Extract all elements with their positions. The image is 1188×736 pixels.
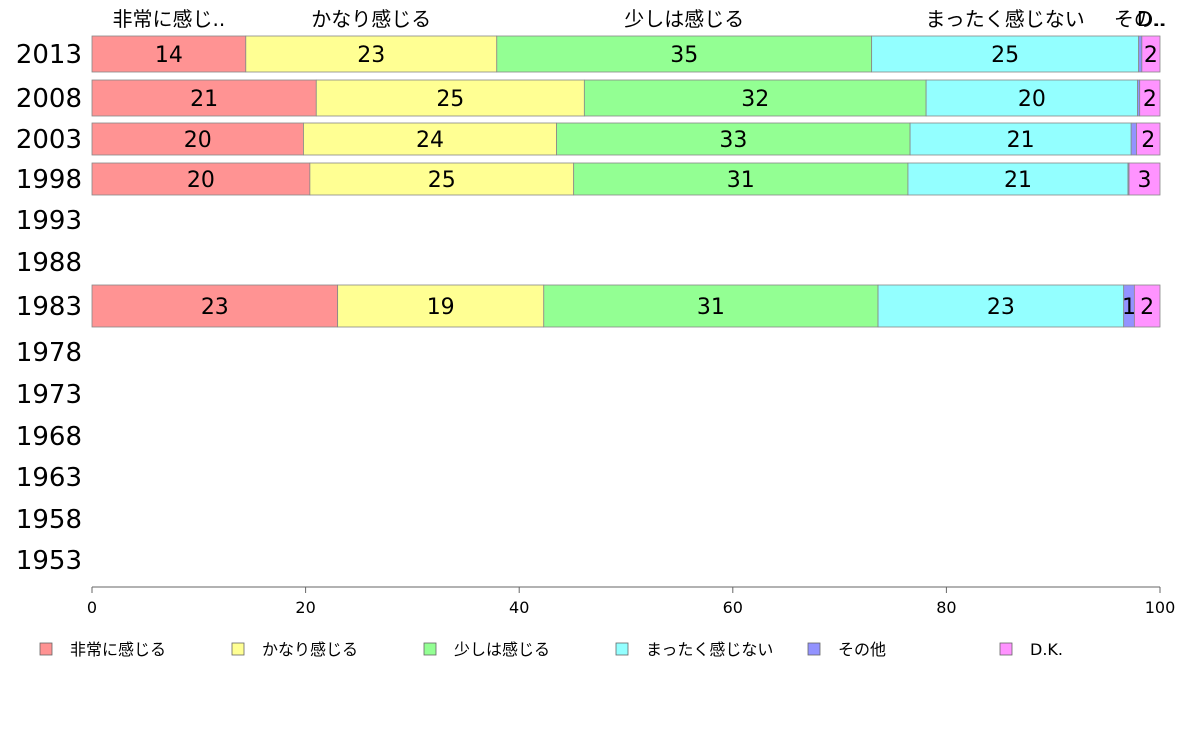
legend-label: 非常に感じる	[70, 640, 166, 659]
bar-value-label: 2	[1143, 87, 1157, 112]
bar-segment	[1136, 122, 1161, 156]
bar-value-label: 21	[190, 87, 218, 112]
legend-label: かなり感じる	[262, 640, 358, 659]
bar-segment	[556, 122, 911, 156]
legend-swatch	[615, 642, 629, 656]
year-label: 2003	[16, 125, 82, 155]
bar-value-label: 25	[436, 87, 464, 112]
legend-label: まったく感じない	[646, 640, 773, 659]
bar-segment	[1141, 35, 1161, 73]
bar-value-label: 14	[155, 43, 183, 68]
bar-segment	[907, 162, 1129, 196]
year-label: 1958	[16, 505, 82, 535]
column-header-label: D..	[1137, 7, 1165, 31]
year-label: 1963	[16, 463, 82, 493]
bar-value-label: 25	[428, 168, 456, 193]
bar-value-label: 25	[991, 43, 1019, 68]
legend-swatch	[999, 642, 1013, 656]
bar-segment	[245, 35, 498, 73]
bar-value-label: 2	[1141, 128, 1155, 153]
bar-segment	[1139, 79, 1161, 117]
bar-value-label: 3	[1138, 168, 1152, 193]
bar-value-label: 2	[1144, 43, 1158, 68]
bar-segment	[573, 162, 909, 196]
column-header-label: 非常に感じ..	[113, 7, 226, 31]
bar-value-label: 23	[201, 295, 229, 320]
bar-segment	[309, 162, 575, 196]
year-label: 2013	[16, 40, 82, 70]
column-header-label: まったく感じない	[926, 7, 1085, 31]
bar-value-label: 23	[357, 43, 385, 68]
bar-segment	[91, 162, 311, 196]
bar-segment	[91, 284, 339, 328]
bar-segment	[1128, 162, 1161, 196]
bar-segment	[583, 79, 927, 117]
year-label: 1978	[16, 338, 82, 368]
bar-segment	[91, 35, 247, 73]
legend-swatch	[807, 642, 821, 656]
x-axis-tick-label: 80	[936, 598, 956, 617]
bar-value-label: 1	[1122, 295, 1136, 320]
bar-value-label: 19	[427, 295, 455, 320]
legend-swatch	[39, 642, 53, 656]
bar-value-label: 24	[416, 128, 444, 153]
year-label: 1988	[16, 248, 82, 278]
year-label: 1953	[16, 546, 82, 576]
legend-label: D.K.	[1030, 640, 1063, 659]
bar-segment	[1138, 35, 1143, 73]
x-axis-tick-label: 0	[87, 598, 97, 617]
bar-value-label: 31	[727, 168, 755, 193]
bar-segment	[1130, 122, 1137, 156]
bar-segment	[871, 35, 1140, 73]
bar-segment	[91, 79, 317, 117]
x-axis-tick-label: 20	[295, 598, 315, 617]
bar-segment	[496, 35, 873, 73]
legend-swatch	[231, 642, 245, 656]
year-label: 2008	[16, 84, 82, 114]
bar-segment	[315, 79, 585, 117]
bar-value-label: 21	[1004, 168, 1032, 193]
year-label: 1973	[16, 380, 82, 410]
year-label: 1993	[16, 206, 82, 236]
legend-label: その他	[838, 640, 886, 659]
bar-value-label: 33	[719, 128, 747, 153]
bar-value-label: 35	[670, 43, 698, 68]
bar-value-label: 20	[184, 128, 212, 153]
legend-swatch	[423, 642, 437, 656]
year-label: 1998	[16, 165, 82, 195]
bar-value-label: 31	[697, 295, 725, 320]
legend-label: 少しは感じる	[454, 640, 550, 659]
column-header-label: その..	[1114, 7, 1167, 31]
x-axis-tick-label: 100	[1145, 598, 1176, 617]
bar-value-label: 21	[1007, 128, 1035, 153]
bar-value-label: 23	[987, 295, 1015, 320]
bar-value-label: 20	[187, 168, 215, 193]
year-label: 1983	[16, 292, 82, 322]
bar-segment	[1133, 284, 1161, 328]
bar-segment	[91, 122, 304, 156]
bar-value-label: 20	[1018, 87, 1046, 112]
bar-segment	[337, 284, 545, 328]
year-label: 1968	[16, 422, 82, 452]
bar-segment	[877, 284, 1125, 328]
bar-value-label: 2	[1140, 295, 1154, 320]
x-axis-tick-label: 60	[723, 598, 743, 617]
x-axis-tick-label: 40	[509, 598, 529, 617]
bar-segment	[303, 122, 557, 156]
column-header-label: かなり感じる	[311, 7, 431, 31]
bar-segment	[925, 79, 1138, 117]
bar-segment	[909, 122, 1132, 156]
bar-value-label: 32	[741, 87, 769, 112]
bar-segment	[543, 284, 879, 328]
column-header-label: 少しは感じる	[624, 7, 744, 31]
